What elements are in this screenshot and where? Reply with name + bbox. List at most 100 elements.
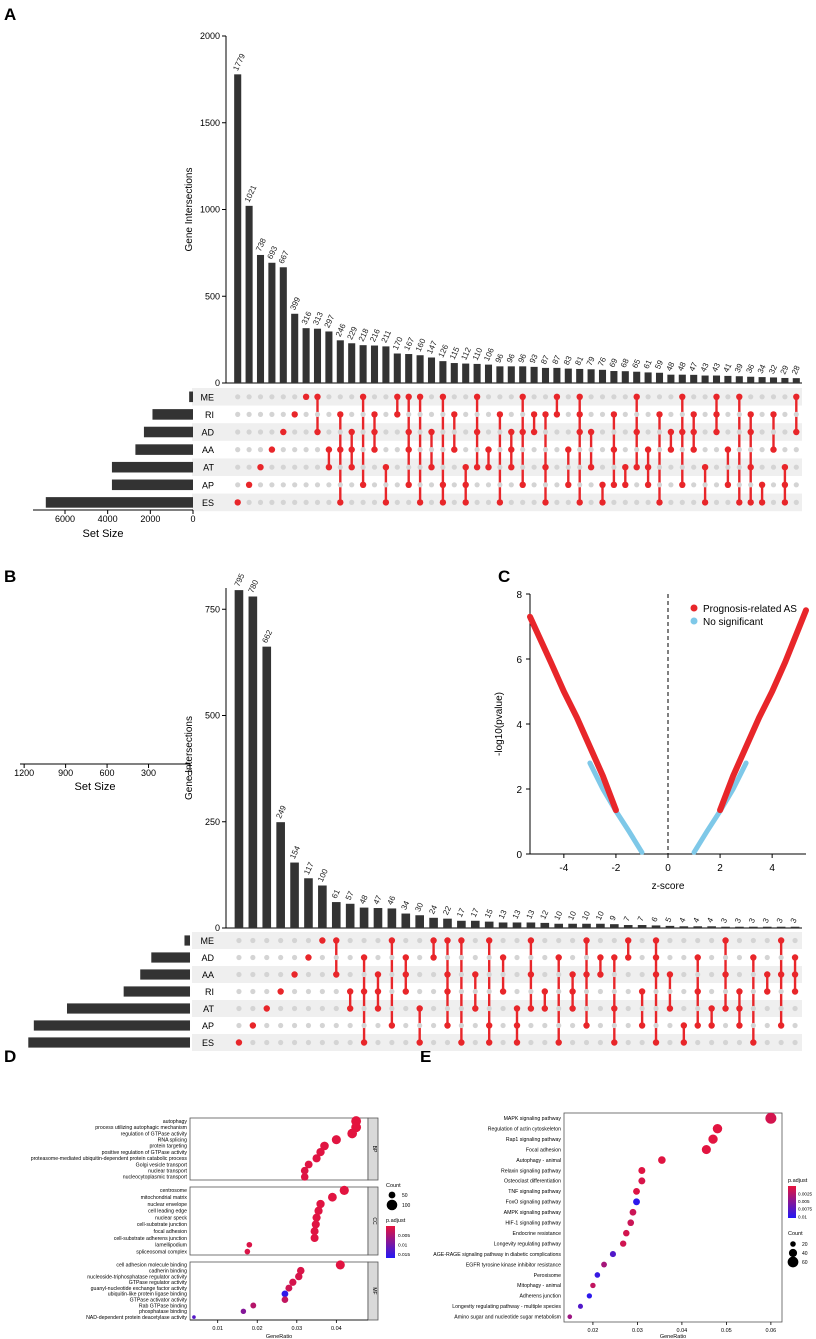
go-x-tick-label-3: 0.04	[331, 1326, 342, 1332]
undefined-matrix-dot-38-5	[668, 482, 674, 488]
undefined-matrix-dot-40-2	[791, 971, 799, 978]
undefined-matrix-dot-30-6	[576, 499, 583, 506]
kegg-term-label-15: Peroxisome	[534, 1273, 562, 1279]
undefined-bar-label-39: 3	[775, 916, 785, 924]
undefined-bar-label-5: 117	[302, 860, 316, 876]
undefined-matrix-dot-17-1	[472, 954, 478, 961]
undefined-bar-16	[457, 920, 466, 928]
undefined-matrix-dot-14-4	[394, 464, 400, 470]
undefined-matrix-dot-29-5	[565, 481, 572, 488]
undefined-matrix-dot-13-5	[417, 1022, 423, 1029]
undefined-matrix-dot-28-5	[554, 482, 560, 488]
kegg-legend-count-dot-1	[788, 1248, 798, 1258]
undefined-matrix-dot-26-4	[531, 464, 537, 470]
undefined-matrix-dot-24-0	[570, 937, 576, 944]
undefined-bar-39	[678, 374, 686, 383]
undefined-matrix-dot-14-3	[430, 988, 437, 995]
undefined-matrix-dot-0-5	[235, 482, 241, 488]
undefined-matrix-dot-41-2	[702, 429, 708, 435]
undefined-bar-27	[541, 367, 550, 383]
undefined-matrix-dot-14-4	[430, 1005, 437, 1012]
undefined-bar-label-0: 795	[233, 572, 247, 588]
undefined-matrix-dot-10-6	[349, 499, 355, 505]
undefined-matrix-dot-30-2	[652, 971, 660, 978]
undefined-matrix-dot-34-2	[622, 429, 628, 435]
go-term-label-2-6: GTPase activator activity	[130, 1298, 188, 1304]
undefined-bar-label-17: 17	[469, 906, 481, 918]
undefined-bar-label-20: 13	[511, 908, 523, 920]
volcano-sig-curve-right	[717, 607, 809, 814]
undefined-matrix-dot-1-4	[250, 1005, 256, 1012]
undefined-matrix-dot-35-6	[634, 499, 640, 505]
undefined-matrix-dot-15-2	[405, 428, 412, 436]
undefined-matrix-dot-4-5	[291, 1022, 298, 1029]
undefined-matrix-dot-10-6	[375, 1039, 381, 1046]
undefined-matrix-dot-22-3	[485, 446, 492, 453]
undefined-bar-label-8: 57	[344, 889, 356, 901]
undefined-matrix-dot-25-0	[583, 937, 590, 944]
undefined-bar-label-13: 211	[380, 328, 394, 344]
undefined-y-tick-label-3: 1500	[200, 118, 220, 128]
undefined-matrix-dot-0-2	[235, 429, 241, 435]
undefined-matrix-dot-36-2	[645, 429, 651, 435]
undefined-matrix-dot-6-0	[319, 937, 326, 944]
undefined-matrix-dot-0-6	[235, 1039, 243, 1046]
undefined-matrix-dot-8-5	[326, 482, 332, 488]
undefined-bar-label-29: 83	[562, 354, 574, 366]
undefined-matrix-dot-3-2	[269, 429, 275, 435]
undefined-matrix-dot-24-6	[508, 499, 514, 505]
go-dot-1-3	[314, 1206, 323, 1215]
undefined-matrix-dot-29-3	[565, 446, 572, 453]
undefined-matrix-dot-21-0	[527, 937, 535, 944]
kegg-dot-11	[623, 1229, 630, 1237]
undefined-matrix-dot-14-2	[394, 429, 400, 435]
undefined-bar-42	[712, 375, 721, 383]
undefined-matrix-dot-21-2	[473, 428, 481, 436]
undefined-matrix-dot-10-2	[348, 428, 355, 436]
undefined-bar-label-37: 59	[653, 358, 665, 370]
undefined-matrix-dot-39-1	[778, 954, 784, 961]
undefined-matrix-dot-49-5	[793, 482, 799, 488]
undefined-bar-15	[405, 354, 413, 383]
undefined-matrix-dot-3-0	[269, 394, 275, 400]
undefined-matrix-dot-39-5	[777, 1022, 785, 1029]
go-dot-1-6	[310, 1227, 319, 1236]
undefined-matrix-dot-39-3	[778, 988, 784, 995]
undefined-matrix-dot-19-6	[451, 499, 457, 505]
undefined-matrix-dot-37-1	[656, 411, 663, 418]
undefined-matrix-dot-6-6	[319, 1039, 325, 1046]
undefined-matrix-dot-25-2	[519, 428, 526, 436]
undefined-matrix-dot-42-4	[713, 464, 720, 470]
undefined-bar-2	[262, 646, 272, 928]
undefined-matrix-dot-4-5	[280, 482, 286, 488]
undefined-matrix-dot-17-2	[428, 428, 435, 436]
undefined-bar-32	[598, 369, 607, 383]
kegg-term-label-17: Adherens junction	[519, 1294, 561, 1300]
kegg-color-bar	[788, 1186, 796, 1218]
undefined-matrix-dot-9-3	[360, 988, 368, 995]
undefined-bar-36	[644, 372, 652, 383]
kegg-term-label-12: Longevity regulating pathway	[494, 1241, 562, 1247]
undefined-matrix-dot-18-4	[440, 464, 446, 470]
undefined-matrix-dot-9-4	[337, 464, 343, 470]
go-term-label-2-7: Rab GTPase binding	[139, 1303, 187, 1309]
undefined-matrix-dot-9-1	[337, 411, 344, 418]
undefined-matrix-dot-10-3	[348, 446, 355, 453]
undefined-bar-label-8: 297	[323, 313, 337, 329]
go-x-tick-label-1: 0.02	[252, 1326, 263, 1332]
undefined-set-size-tick-label-0: 1200	[14, 768, 34, 778]
undefined-matrix-dot-18-0	[439, 393, 447, 400]
volcano-legend-label-1: No significant	[703, 617, 763, 628]
undefined-matrix-dot-36-4	[736, 1005, 743, 1012]
undefined-matrix-dot-17-3	[472, 988, 478, 995]
undefined-matrix-dot-48-5	[781, 481, 789, 488]
go-dot-2-2	[295, 1272, 303, 1281]
undefined-bar-label-1: 1021	[243, 183, 259, 203]
undefined-bar-23	[554, 923, 564, 928]
go-dot-0-8	[300, 1166, 309, 1175]
undefined-matrix-dot-23-4	[556, 1005, 562, 1012]
go-term-label-0-9: nucleocytoplasmic transport	[123, 1175, 188, 1181]
undefined-matrix-dot-32-6	[680, 1039, 688, 1046]
undefined-matrix-dot-28-4	[554, 464, 560, 470]
kegg-dot-17	[586, 1293, 593, 1299]
